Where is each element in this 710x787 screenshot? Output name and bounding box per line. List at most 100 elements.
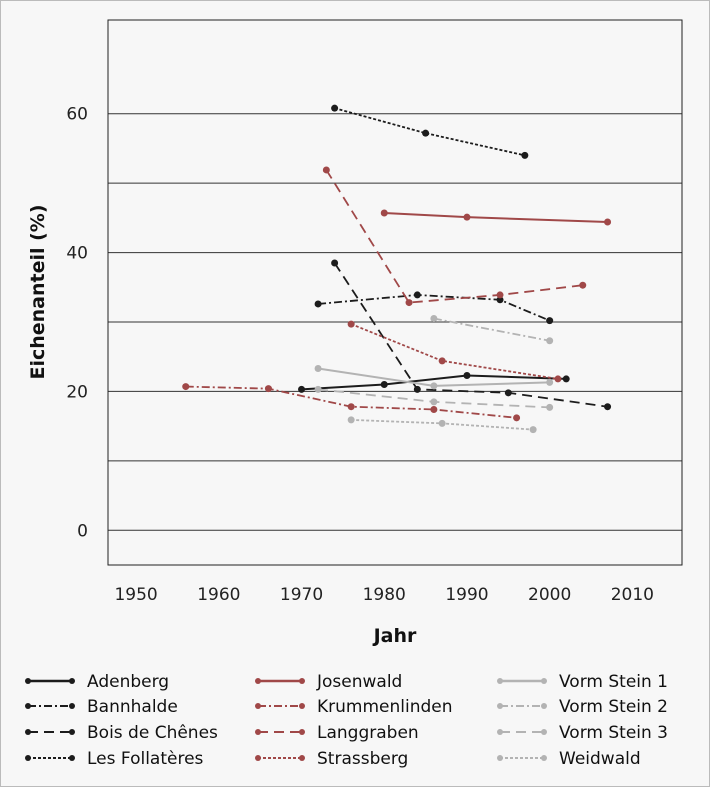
- data-point: [430, 315, 438, 323]
- legend-label: Les Follatères: [87, 749, 204, 769]
- series-strassberg: [347, 320, 562, 383]
- data-point: [604, 403, 612, 411]
- data-point: [463, 213, 471, 221]
- data-point: [554, 375, 562, 383]
- series-adenberg: [298, 371, 570, 393]
- legend-marker: [255, 703, 261, 709]
- legend-label: Josenwald: [316, 672, 402, 692]
- x-tick-label: 1960: [197, 585, 240, 605]
- data-point: [405, 299, 413, 307]
- series-les-follat-res: [331, 104, 529, 159]
- data-point: [347, 320, 355, 328]
- data-point: [579, 281, 587, 289]
- legend-marker: [299, 703, 305, 709]
- data-point: [264, 385, 272, 393]
- data-point: [314, 385, 322, 393]
- y-tick-label: 20: [66, 382, 88, 402]
- series-langgraben: [322, 166, 587, 307]
- data-point: [298, 385, 306, 393]
- legend-item: Strassberg: [255, 749, 408, 769]
- series-bannhalde: [314, 291, 554, 325]
- legend-label: Weidwald: [559, 749, 641, 769]
- series-vorm-stein-3: [314, 385, 554, 411]
- data-point: [430, 398, 438, 406]
- legend-label: Vorm Stein 3: [559, 723, 668, 743]
- legend-item: Josenwald: [255, 672, 402, 692]
- y-axis-label: Eichenanteil (%): [27, 204, 49, 379]
- legend-marker: [25, 755, 31, 761]
- legend-marker: [69, 729, 75, 735]
- data-point: [438, 357, 446, 365]
- series-line: [350, 323, 559, 380]
- data-point: [463, 371, 471, 379]
- legend-item: Les Follatères: [25, 749, 204, 769]
- data-point: [380, 209, 388, 217]
- data-point: [529, 426, 537, 434]
- legend-marker: [299, 755, 305, 761]
- data-point: [182, 383, 190, 391]
- legend-item: Bois de Chênes: [25, 723, 218, 743]
- legend-item: Adenberg: [25, 672, 169, 692]
- legend-item: Krummenlinden: [255, 697, 453, 717]
- legend-marker: [497, 703, 503, 709]
- legend-marker: [69, 703, 75, 709]
- legend-item: Vorm Stein 1: [497, 672, 668, 692]
- x-tick-label: 2000: [528, 585, 571, 605]
- legend-label: Vorm Stein 1: [559, 672, 668, 692]
- legend-label: Langgraben: [317, 723, 419, 743]
- series-line: [317, 294, 551, 322]
- legend-marker: [541, 729, 547, 735]
- legend-label: Vorm Stein 2: [559, 697, 668, 717]
- legend-item: Langgraben: [255, 723, 419, 743]
- data-point: [521, 151, 529, 159]
- legend-marker: [497, 755, 503, 761]
- data-point: [438, 419, 446, 427]
- series-weidwald: [347, 416, 537, 434]
- legend-marker: [299, 678, 305, 684]
- series-line: [433, 317, 550, 342]
- plot-frame: [107, 19, 683, 566]
- data-point: [496, 291, 504, 299]
- data-point: [604, 218, 612, 226]
- legend-label: Strassberg: [317, 749, 408, 769]
- legend-marker: [541, 703, 547, 709]
- data-point: [430, 382, 438, 390]
- data-point: [562, 375, 570, 383]
- data-point: [347, 416, 355, 424]
- data-point: [322, 166, 330, 174]
- y-tick-label: 40: [66, 244, 88, 264]
- data-point: [546, 378, 554, 386]
- data-point: [513, 414, 521, 422]
- legend-marker: [255, 678, 261, 684]
- data-point: [422, 129, 430, 137]
- series-krummenlinden: [182, 383, 521, 422]
- legend-item: Vorm Stein 2: [497, 697, 668, 717]
- legend-marker: [541, 755, 547, 761]
- legend-label: Krummenlinden: [317, 697, 453, 717]
- legend-item: Weidwald: [497, 749, 641, 769]
- series-line: [301, 374, 567, 391]
- legend-marker: [255, 729, 261, 735]
- legend-marker: [69, 755, 75, 761]
- y-tick-label: 0: [77, 521, 88, 541]
- data-point: [413, 385, 421, 393]
- legend-marker: [497, 678, 503, 684]
- legend-marker: [497, 729, 503, 735]
- data-point: [413, 291, 421, 299]
- series-vorm-stein-1: [314, 365, 554, 390]
- data-point: [314, 365, 322, 373]
- data-point: [496, 296, 504, 304]
- legend-marker: [299, 729, 305, 735]
- legend-marker: [25, 678, 31, 684]
- series-line: [333, 262, 608, 408]
- legend-label: Bannhalde: [87, 697, 178, 717]
- series-josenwald: [380, 209, 612, 226]
- data-point: [347, 403, 355, 411]
- x-tick-label: 2010: [611, 585, 654, 605]
- legend-item: Bannhalde: [25, 697, 178, 717]
- data-point: [504, 389, 512, 397]
- legend-item: Vorm Stein 3: [497, 723, 668, 743]
- data-point: [546, 317, 554, 325]
